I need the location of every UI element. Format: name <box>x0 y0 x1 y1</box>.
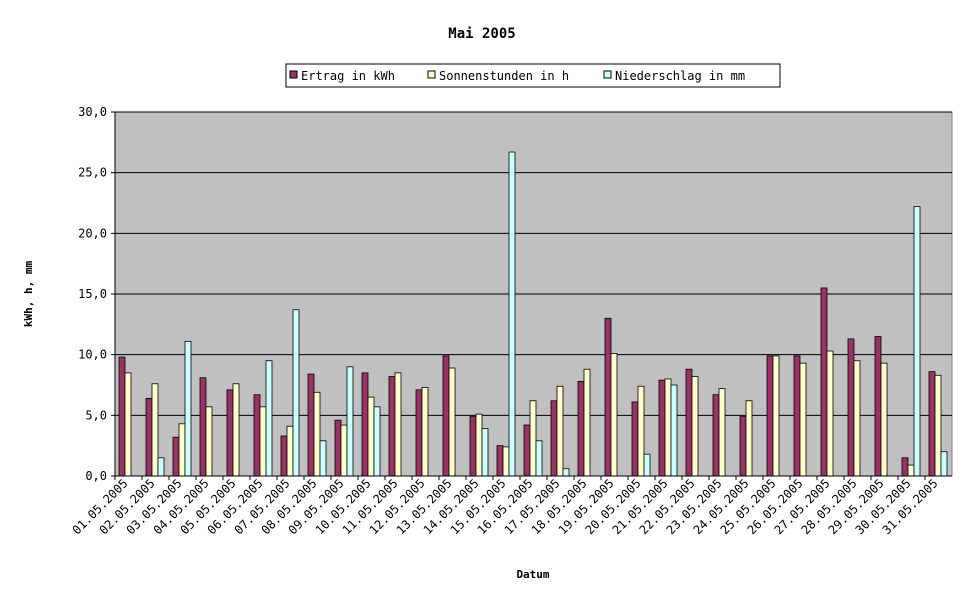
bar-sonnenstunden <box>664 378 672 477</box>
y-tick-label: 5,0 <box>85 408 107 422</box>
bar-niederschlag <box>670 384 678 477</box>
bar-ertrag <box>307 373 315 477</box>
legend-swatch <box>427 70 436 79</box>
bar-sonnenstunden <box>880 362 888 477</box>
bar-sonnenstunden <box>529 400 537 477</box>
bar-ertrag <box>361 372 369 477</box>
bar-ertrag <box>847 338 855 477</box>
y-tick-label: 30,0 <box>78 105 107 119</box>
y-axis-ticks: 0,0 5,0 10,0 15,0 20,0 25,0 30,0 <box>78 105 115 483</box>
y-tick-label: 20,0 <box>78 226 107 240</box>
gridlines <box>115 111 952 416</box>
bar-sonnenstunden <box>907 464 915 477</box>
bar-sonnenstunden <box>448 367 456 477</box>
bar-niederschlag <box>265 360 273 477</box>
bar-ertrag <box>523 424 531 477</box>
bar-niederschlag <box>508 151 516 477</box>
bar-sonnenstunden <box>178 423 186 477</box>
bar-sonnenstunden <box>556 385 564 477</box>
bar-ertrag <box>496 445 504 477</box>
bar-sonnenstunden <box>502 446 510 477</box>
bar-ertrag <box>253 394 261 477</box>
y-tick-label: 0,0 <box>85 469 107 483</box>
bar-niederschlag <box>346 366 354 477</box>
bar-ertrag <box>550 400 558 477</box>
bar-sonnenstunden <box>151 383 159 477</box>
bar-sonnenstunden <box>475 413 483 477</box>
bar-ertrag <box>280 435 288 477</box>
bar-sonnenstunden <box>124 372 132 477</box>
x-axis-label: Datum <box>516 568 549 581</box>
bar-sonnenstunden <box>772 355 780 477</box>
bar-sonnenstunden <box>691 376 699 477</box>
bar-sonnenstunden <box>394 372 402 477</box>
legend-label: Sonnenstunden in h <box>439 69 569 83</box>
legend-label: Niederschlag in mm <box>615 69 745 83</box>
bar-ertrag <box>712 394 720 477</box>
bar-sonnenstunden <box>799 362 807 477</box>
bar-ertrag <box>928 371 936 477</box>
x-axis-ticks: 01.05.200502.05.200503.05.200504.05.2005… <box>70 476 941 537</box>
bar-niederschlag <box>562 468 570 477</box>
legend: Ertrag in kWh Sonnenstunden in h Niedersch… <box>285 63 781 88</box>
bar-niederschlag <box>643 453 651 477</box>
bar-sonnenstunden <box>232 383 240 477</box>
bar-sonnenstunden <box>745 400 753 477</box>
bar-ertrag <box>199 377 207 477</box>
legend-label: Ertrag in kWh <box>301 69 395 83</box>
bar-sonnenstunden <box>286 425 294 477</box>
bar-ertrag <box>766 355 774 477</box>
bar-ertrag <box>874 336 882 477</box>
bar-ertrag <box>172 436 180 477</box>
bar-sonnenstunden <box>610 353 618 477</box>
bar-ertrag <box>820 287 828 477</box>
bar-ertrag <box>118 356 126 477</box>
bar-sonnenstunden <box>826 350 834 477</box>
bar-niederschlag <box>373 406 381 477</box>
bar-sonnenstunden <box>259 406 267 477</box>
legend-swatch <box>289 70 298 79</box>
bar-sonnenstunden <box>313 391 321 477</box>
bar-sonnenstunden <box>637 385 645 477</box>
bar-ertrag <box>739 416 747 477</box>
y-axis-label: kWh, h, mm <box>22 261 35 328</box>
bar-sonnenstunden <box>421 387 429 477</box>
bar-niederschlag <box>913 206 921 477</box>
bar-ertrag <box>685 368 693 477</box>
bar-ertrag <box>604 317 612 477</box>
y-tick-label: 25,0 <box>78 166 107 180</box>
bar-ertrag <box>226 389 234 477</box>
bar-niederschlag <box>481 428 489 477</box>
bar-niederschlag <box>184 340 192 477</box>
bar-ertrag <box>793 355 801 477</box>
bar-ertrag <box>631 401 639 477</box>
bar-ertrag <box>658 379 666 477</box>
bar-sonnenstunden <box>934 374 942 477</box>
bar-ertrag <box>577 380 585 477</box>
bar-niederschlag <box>940 451 948 477</box>
bar-ertrag <box>469 416 477 477</box>
y-tick-label: 10,0 <box>78 348 107 362</box>
y-tick-label: 15,0 <box>78 287 107 301</box>
bar-niederschlag <box>157 457 165 477</box>
legend-swatch <box>603 70 612 79</box>
bar-sonnenstunden <box>367 396 375 477</box>
bar-sonnenstunden <box>340 424 348 477</box>
bar-sonnenstunden <box>853 360 861 477</box>
bar-sonnenstunden <box>718 388 726 477</box>
bar-sonnenstunden <box>205 406 213 477</box>
bar-ertrag <box>901 457 909 477</box>
bar-niederschlag <box>292 309 300 477</box>
bar-ertrag <box>388 376 396 477</box>
chart-title: Mai 2005 <box>448 26 515 42</box>
bar-ertrag <box>442 355 450 477</box>
bar-ertrag <box>334 419 342 477</box>
bar-niederschlag <box>535 440 543 477</box>
bar-ertrag <box>415 389 423 477</box>
bar-ertrag <box>145 397 153 477</box>
bar-niederschlag <box>319 440 327 477</box>
bar-sonnenstunden <box>583 368 591 477</box>
